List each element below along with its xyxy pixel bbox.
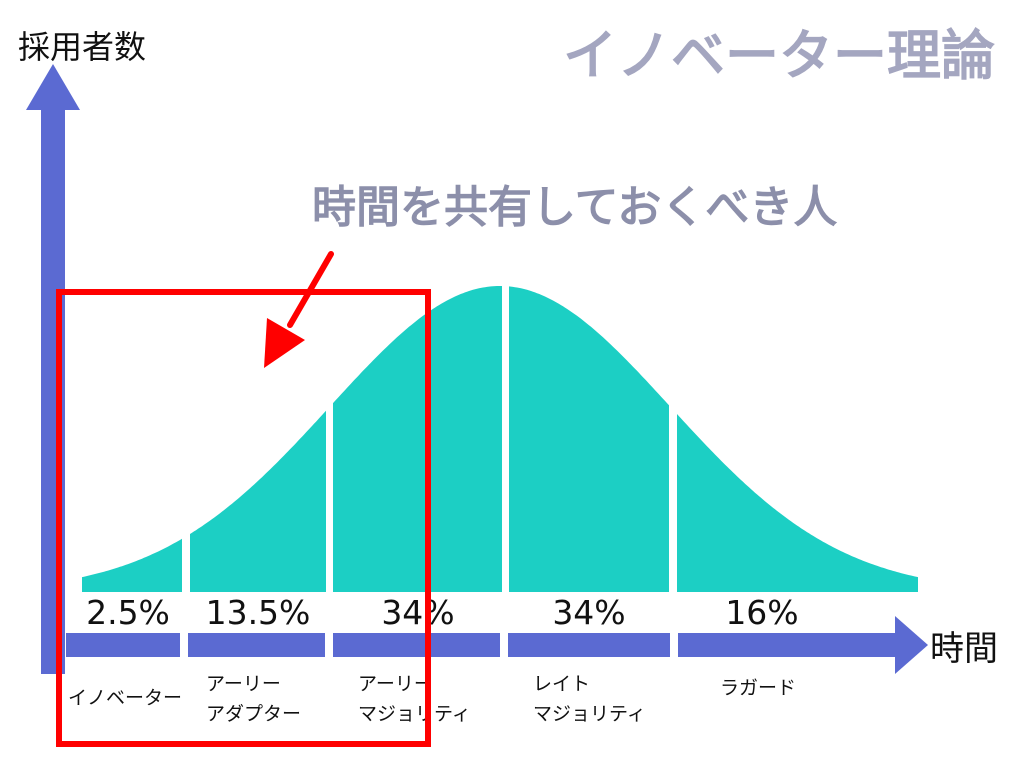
- x-axis-bar-laggards: [678, 633, 900, 657]
- y-axis-label: 採用者数: [18, 28, 146, 66]
- segment-label-innovators: イノベーター: [68, 687, 182, 709]
- segment-label-early-adopters-line2: アダプター: [206, 703, 301, 725]
- percent-label-early-majority: 34%: [381, 593, 454, 632]
- highlight-box: [56, 289, 431, 747]
- x-axis-label: 時間: [930, 629, 998, 669]
- segment-laggards-area: [677, 414, 918, 592]
- percent-label-early-adopters: 13.5%: [206, 593, 311, 632]
- segment-label-early-majority-line1: アーリー: [358, 673, 433, 695]
- segment-labels: イノベーター アーリー アダプター アーリー マジョリティ レイト マジョリティ…: [68, 673, 796, 725]
- segment-label-late-majority-line1: レイト: [533, 673, 590, 695]
- segment-label-laggards: ラガード: [720, 677, 796, 699]
- segment-label-early-majority-line2: マジョリティ: [358, 703, 471, 725]
- segment-label-late-majority-line2: マジョリティ: [533, 703, 646, 725]
- x-axis-bar-late-majority: [508, 633, 670, 657]
- percent-label-innovators: 2.5%: [86, 593, 170, 632]
- y-axis: [26, 64, 80, 674]
- x-axis-bar-early-majority: [333, 633, 500, 657]
- x-axis-bar-early-adopters: [188, 633, 325, 657]
- x-axis-arrowhead: [895, 616, 928, 674]
- callout-text: 時間を共有しておくべき人: [312, 182, 837, 233]
- callout-arrow: [264, 251, 334, 368]
- y-axis-arrowhead: [26, 64, 80, 110]
- segment-early-adopters-area: [190, 410, 326, 592]
- x-axis: [66, 616, 928, 674]
- segment-late-majority-area: [509, 286, 669, 592]
- percent-labels: 2.5% 13.5% 34% 34% 16%: [86, 593, 799, 632]
- x-axis-bar-innovators: [66, 633, 180, 657]
- bell-curve: [82, 286, 918, 592]
- percent-label-late-majority: 34%: [552, 593, 625, 632]
- segment-label-early-adopters-line1: アーリー: [206, 673, 281, 695]
- percent-label-laggards: 16%: [725, 593, 798, 632]
- segment-early-majority-area: [333, 286, 502, 592]
- callout-arrow-head: [264, 318, 305, 368]
- diagram-title: イノベーター理論: [563, 24, 995, 87]
- segment-innovators-area: [82, 538, 182, 592]
